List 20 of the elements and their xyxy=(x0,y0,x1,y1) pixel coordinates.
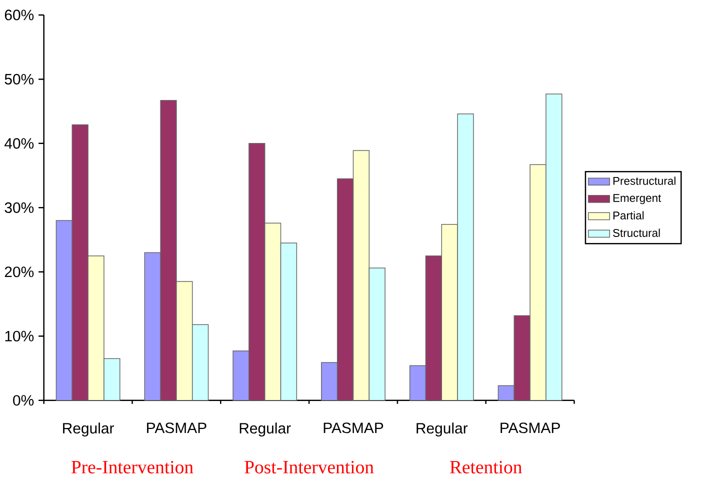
y-tick-label: 30% xyxy=(4,202,34,214)
y-tick-label: 50% xyxy=(4,74,34,85)
legend-label: Partial xyxy=(613,211,644,220)
x-tick-label: Regular xyxy=(63,422,114,437)
legend-label: Prestructural xyxy=(613,176,676,186)
y-tick-label: 20% xyxy=(4,266,34,278)
text: Post-Intervention xyxy=(244,461,374,474)
x-tick-label: PASMAP xyxy=(324,422,384,434)
text: Pre-Intervention xyxy=(71,461,194,474)
x-tick-label: PASMAP xyxy=(500,422,560,434)
legend-label: Structural xyxy=(613,228,660,238)
legend-label: Emergent xyxy=(613,194,662,204)
y-tick-label: 10% xyxy=(5,331,34,342)
x-tick-label: PASMAP xyxy=(147,422,206,434)
x-tick-label: Regular xyxy=(240,422,291,437)
text: Retention xyxy=(450,461,522,474)
y-tick-label: 40% xyxy=(4,138,34,149)
x-tick-label: Regular xyxy=(416,422,468,437)
y-tick-label: 60% xyxy=(4,10,34,20)
y-tick-label: 0% xyxy=(13,395,34,406)
